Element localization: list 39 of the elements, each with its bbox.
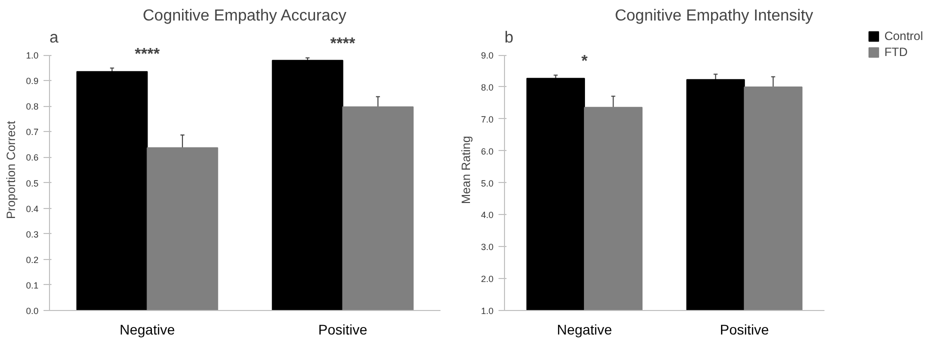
y-tick-label: 0.7 [26, 127, 39, 138]
y-tick-label: 5.0 [480, 178, 494, 188]
x-tick-label: Negative [120, 322, 176, 338]
y-tick-label: 4.0 [480, 210, 494, 220]
y-tick-label: 1.0 [480, 306, 494, 316]
x-tick-label: Negative [556, 322, 612, 338]
bar [146, 147, 218, 310]
y-tick-label: 0.6 [26, 152, 39, 163]
y-tick-label: 0.4 [26, 204, 39, 214]
y-tick-label: 3.0 [480, 242, 494, 252]
chart-title: Cognitive Empathy Intensity [614, 8, 814, 24]
x-tick-label: Positive [318, 322, 368, 338]
bar [76, 71, 148, 310]
y-tick-label: 0.0 [26, 306, 39, 316]
y-tick-label: 0.8 [26, 102, 39, 112]
bar [342, 106, 414, 310]
text: **** [330, 36, 356, 53]
annotation: **** [134, 46, 160, 63]
y-tick-label: 0.2 [26, 254, 39, 265]
annotation: * [581, 53, 588, 70]
y-tick-label: 0.1 [26, 280, 39, 290]
y-tick-label: 6.0 [480, 146, 494, 156]
text: a [50, 30, 58, 46]
y-axis-title: Mean Rating [458, 136, 473, 204]
x-tick-label: Positive [720, 322, 770, 338]
y-tick-label: 8.0 [480, 82, 494, 92]
y-tick-label: 9.0 [480, 50, 494, 61]
text: b [504, 30, 514, 46]
y-tick-label: 0.9 [26, 76, 39, 86]
y-axis-title: Proportion Correct [4, 120, 18, 220]
y-tick-label: 1.0 [26, 50, 39, 61]
y-tick-label: 2.0 [480, 274, 494, 284]
y-tick-label: 0.3 [26, 229, 39, 240]
legend-label: FTD [884, 45, 908, 59]
y-tick-label: 0.5 [26, 178, 39, 188]
legend-label: Control [884, 29, 923, 43]
chart-title: Cognitive Empathy Accuracy [142, 8, 346, 24]
y-tick-label: 7.0 [480, 114, 494, 124]
bar [272, 60, 344, 310]
